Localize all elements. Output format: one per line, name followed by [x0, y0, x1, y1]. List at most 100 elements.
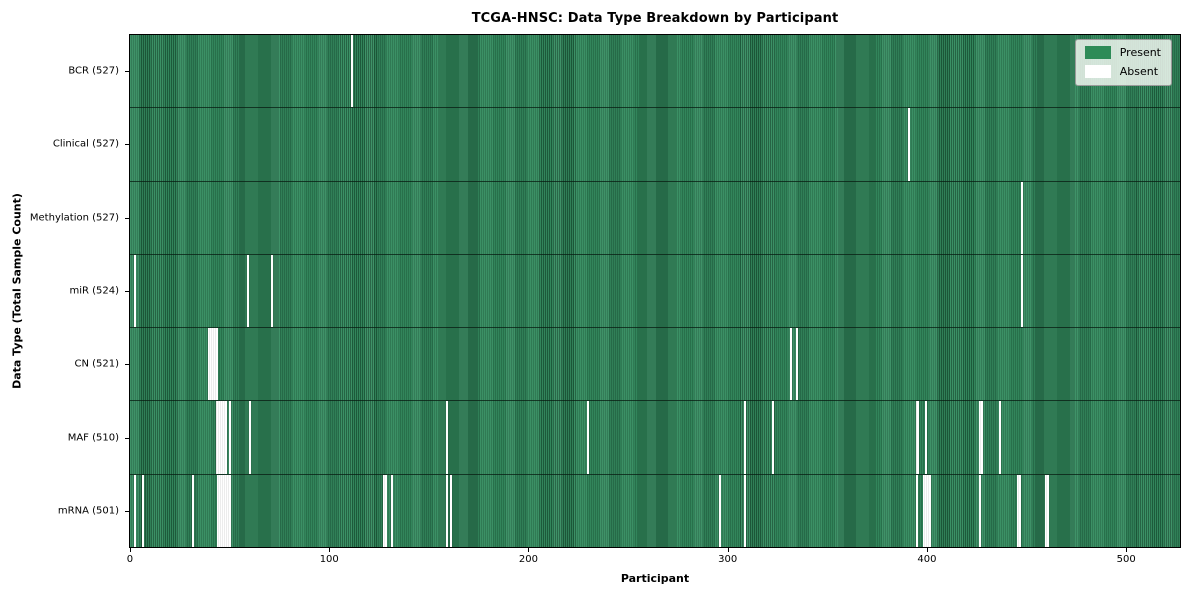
- absent-stripe: [446, 474, 449, 547]
- y-tick-mark: [125, 511, 129, 513]
- absent-stripe: [915, 474, 918, 547]
- absent-stripe: [221, 401, 224, 474]
- absent-stripe: [1020, 181, 1023, 254]
- absent-stripe: [219, 474, 222, 547]
- x-tick-mark: [926, 548, 928, 552]
- absent-stripe: [1016, 474, 1019, 547]
- absent-stripe: [446, 401, 449, 474]
- absent-stripe: [225, 401, 228, 474]
- x-tick-mark: [1126, 548, 1128, 552]
- x-tick-label-300: 300: [718, 554, 738, 565]
- y-tick-mark: [125, 291, 129, 292]
- absent-stripe: [979, 474, 982, 547]
- legend: Present Absent: [1074, 39, 1172, 86]
- absent-stripe: [1018, 474, 1021, 547]
- absent-stripe: [191, 474, 194, 547]
- x-tick-label-100: 100: [319, 554, 339, 565]
- absent-stripe: [927, 474, 930, 547]
- y-tick-label-clinical: Clinical (527): [52, 138, 119, 150]
- absent-stripe: [979, 401, 982, 474]
- absent-stripe: [923, 474, 926, 547]
- absent-stripe: [225, 474, 228, 547]
- absent-stripe: [133, 254, 136, 328]
- absent-stripe: [247, 254, 250, 328]
- y-tick-label-maf: MAF (510): [67, 432, 119, 444]
- data-row-bcr: [130, 35, 1180, 108]
- absent-stripe: [1044, 474, 1047, 547]
- data-row-maf: [130, 400, 1180, 474]
- absent-stripe: [382, 474, 385, 547]
- absent-stripe: [249, 401, 252, 474]
- legend-item-present: Present: [1084, 46, 1161, 59]
- absent-stripe: [1020, 254, 1023, 328]
- absent-stripe: [141, 474, 144, 547]
- x-tick-mark: [129, 548, 131, 552]
- absent-stripe: [229, 474, 232, 547]
- plot-area: Present Absent: [129, 34, 1181, 548]
- absent-stripe: [211, 328, 214, 401]
- absent-stripe: [744, 474, 747, 547]
- absent-stripe: [207, 328, 210, 401]
- x-tick-label-400: 400: [917, 554, 937, 565]
- absent-stripe: [219, 401, 222, 474]
- absent-swatch: [1084, 65, 1111, 78]
- absent-stripe: [229, 401, 232, 474]
- absent-stripe: [772, 401, 775, 474]
- x-tick-label-200: 200: [518, 554, 539, 565]
- absent-stripe: [981, 401, 984, 474]
- data-row-cn: [130, 327, 1180, 401]
- x-tick-mark: [727, 548, 729, 552]
- absent-stripe: [744, 401, 747, 474]
- absent-stripe: [217, 401, 220, 474]
- data-row-mrna: [130, 473, 1180, 547]
- absent-stripe: [227, 474, 230, 547]
- absent-stripe: [390, 474, 393, 547]
- y-tick-mark: [125, 437, 129, 439]
- x-axis-label: Participant: [620, 572, 690, 585]
- absent-stripe: [917, 401, 920, 474]
- absent-stripe: [790, 328, 793, 401]
- y-tick-mark: [125, 217, 129, 219]
- x-tick-mark: [528, 548, 530, 552]
- absent-stripe: [907, 108, 910, 181]
- y-tick-label-mir: miR (524): [69, 285, 119, 297]
- y-tick-mark: [125, 144, 129, 146]
- legend-label-absent: Absent: [1119, 65, 1159, 78]
- x-tick-mark: [329, 548, 331, 552]
- absent-stripe: [271, 254, 274, 328]
- absent-stripe: [718, 474, 721, 547]
- legend-item-absent: Absent: [1084, 65, 1161, 78]
- absent-stripe: [209, 328, 212, 401]
- absent-stripe: [999, 401, 1002, 474]
- absent-stripe: [915, 401, 918, 474]
- absent-stripe: [350, 35, 353, 108]
- y-tick-label-cn: CN (521): [74, 358, 119, 370]
- x-tick-label-500: 500: [1116, 554, 1136, 565]
- absent-stripe: [587, 401, 590, 474]
- chart-title: TCGA-HNSC: Data Type Breakdown by Partic…: [471, 11, 839, 26]
- absent-stripe: [213, 328, 216, 401]
- absent-stripe: [384, 474, 387, 547]
- data-row-methylation: [130, 180, 1180, 254]
- absent-stripe: [925, 401, 928, 474]
- y-tick-label-mrna: mRNA (501): [57, 505, 119, 517]
- absent-stripe: [929, 474, 932, 547]
- data-row-mir: [130, 253, 1180, 328]
- x-axis: 0 100 200 300 400 500: [126, 548, 1181, 570]
- absent-stripe: [133, 474, 136, 547]
- absent-stripe: [217, 474, 220, 547]
- absent-stripe: [215, 328, 218, 401]
- absent-stripe: [450, 474, 453, 547]
- y-tick-mark: [125, 364, 129, 366]
- absent-stripe: [1046, 474, 1049, 547]
- y-tick-label-bcr: BCR (527): [68, 65, 119, 77]
- x-tick-label-0: 0: [126, 554, 134, 565]
- absent-stripe: [215, 401, 218, 474]
- absent-stripe: [223, 401, 226, 474]
- data-row-clinical: [130, 107, 1180, 181]
- y-axis: BCR (527) Clinical (527) Methylation (527)…: [0, 34, 129, 548]
- present-swatch: [1084, 46, 1111, 59]
- absent-stripe: [223, 474, 226, 547]
- legend-label-present: Present: [1119, 46, 1161, 59]
